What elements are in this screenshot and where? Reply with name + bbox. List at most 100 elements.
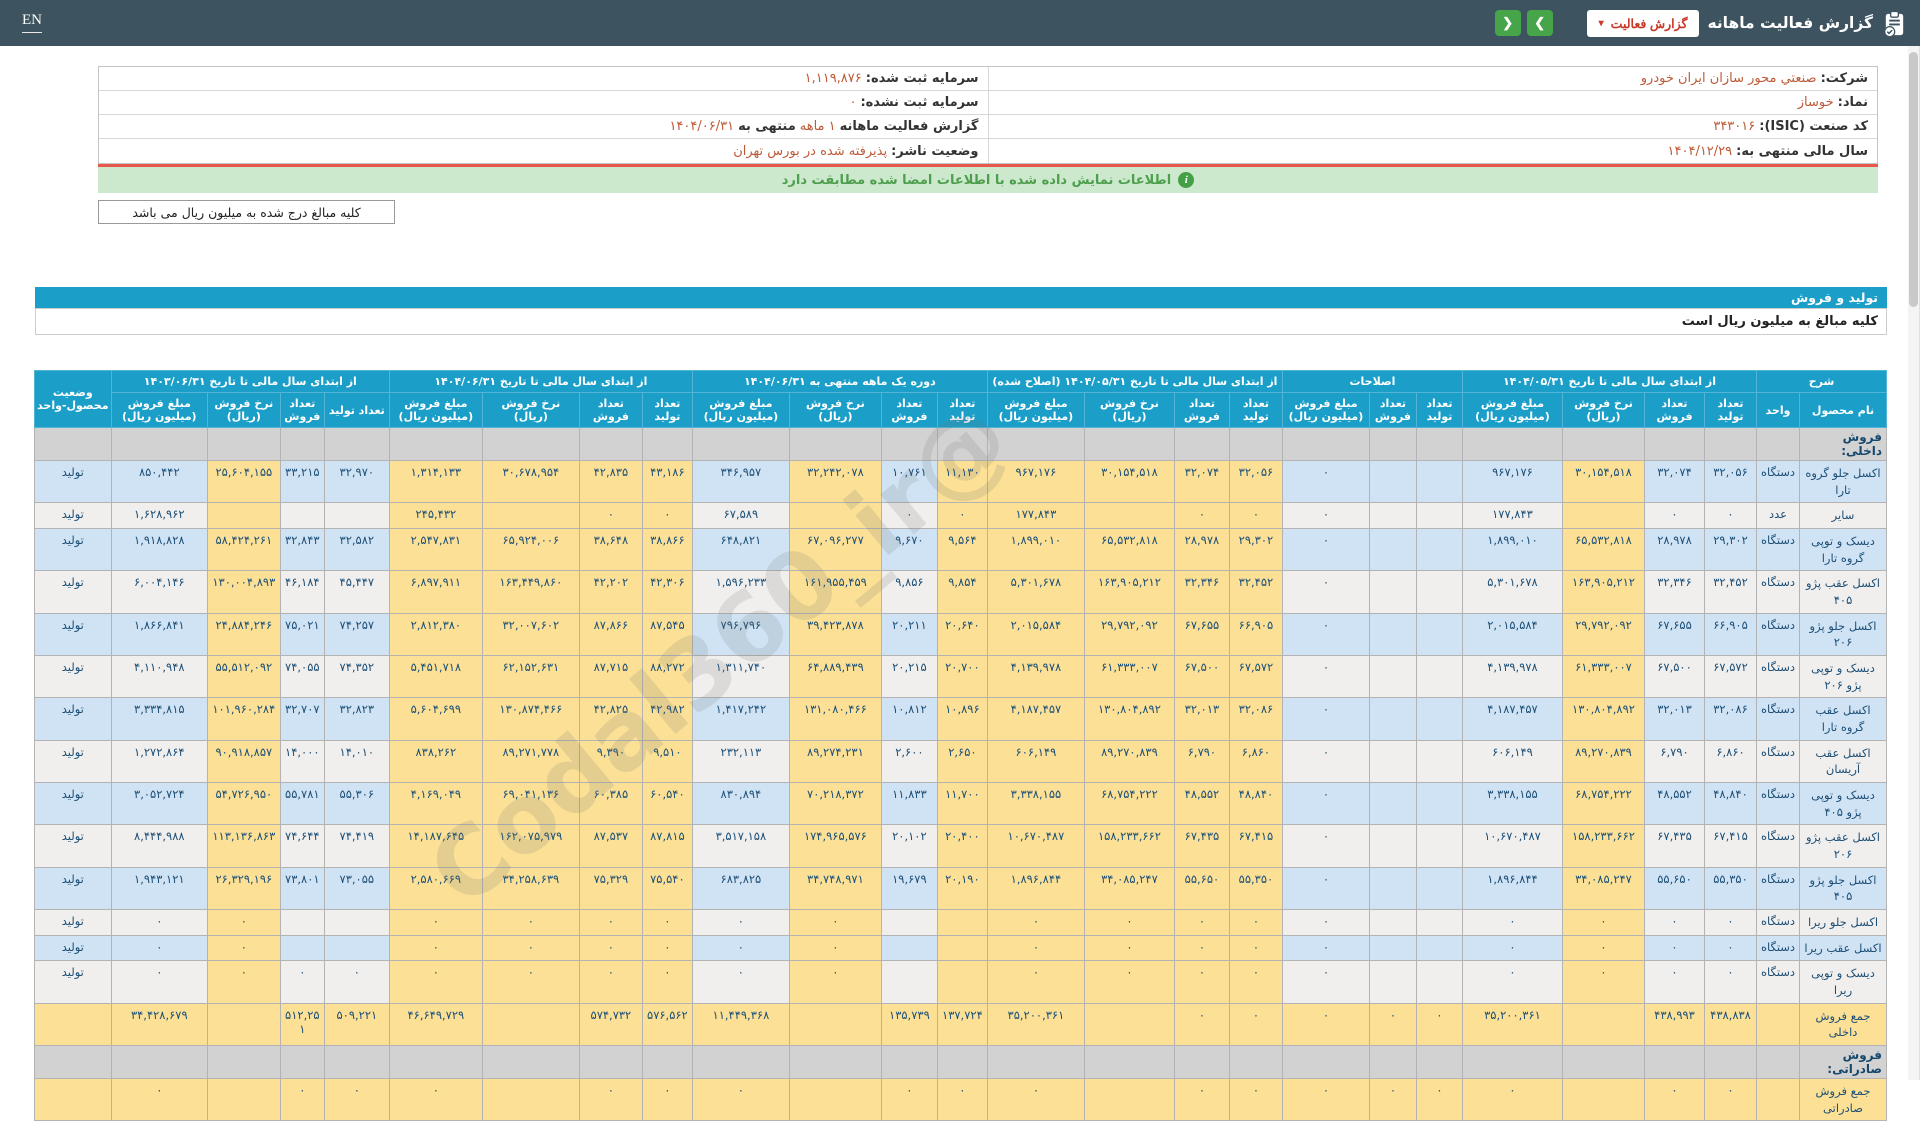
value-cell: ۶۸۳,۸۲۵ [692,867,789,909]
unit-cell: دستگاه [1757,783,1800,825]
value-cell: ۰ [280,961,324,1003]
value-cell: ۰ [579,1079,642,1121]
value-cell: ۰ [1462,1079,1562,1121]
next-report-button[interactable]: ❯ [1527,10,1553,36]
value-cell: ۱,۸۹۹,۰۱۰ [987,529,1084,571]
report-type-dropdown[interactable]: گزارش فعالیت ▾ [1587,10,1700,37]
value-cell: ۰ [987,1079,1084,1121]
value-cell [207,1079,280,1121]
value-cell: ۰ [111,935,207,961]
amounts-unit-note-row: کلیه مبالغ به میلیون ریال است [35,308,1887,335]
section-label-cell: فروش صادراتی: [1800,1046,1887,1079]
value-cell: ۳۲,۸۴۳ [280,529,324,571]
value-cell: ۴۸,۸۴۰ [1229,783,1282,825]
value-cell: ۱,۸۶۶,۸۴۱ [111,613,207,655]
value-cell: ۰ [1282,783,1369,825]
status-cell: تولید [34,825,111,867]
column-header: تعداد فروش [1174,393,1229,428]
value-cell [1369,935,1416,961]
value-cell [207,503,280,529]
value-cell: ۰ [1369,1003,1416,1045]
value-cell: ۳,۵۱۷,۱۵۸ [692,825,789,867]
column-header: نام محصول [1800,393,1887,428]
value-cell: ۰ [642,1079,692,1121]
value-cell: ۱۶۱,۹۵۵,۴۵۹ [789,571,881,613]
column-header: تعداد تولید [324,393,389,428]
value-cell: ۰ [1645,961,1705,1003]
product-name-cell: اکسل عقب گروه تارا [1800,698,1887,740]
value-cell [324,503,389,529]
info-value: ۱۴۰۴/۰۶/۳۱ [669,119,734,134]
product-name-cell: دیسک و توپی گروه تارا [1800,529,1887,571]
value-cell: ۷۳,۸۰۱ [280,867,324,909]
value-cell: ۶۰,۳۸۵ [579,783,642,825]
value-cell: ۲۰,۱۹۰ [937,867,987,909]
value-cell: ۶۷,۵۷۲ [1705,656,1757,698]
scrollbar-thumb[interactable] [1909,52,1918,307]
status-cell: تولید [34,656,111,698]
previous-report-button[interactable]: ❮ [1495,10,1521,36]
value-cell: ۰ [1174,1003,1229,1045]
value-cell [1416,935,1462,961]
value-cell: ۲۰,۲۱۵ [881,656,937,698]
value-cell: ۰ [1563,961,1645,1003]
status-column-header: وضعیت محصول-واحد [34,371,111,428]
value-cell: ۵,۴۵۱,۷۱۸ [389,656,482,698]
value-cell: ۲,۶۰۰ [881,740,937,782]
value-cell: ۳۴,۴۲۸,۶۷۹ [111,1003,207,1045]
section-empty-cell [34,428,111,461]
value-cell: ۰ [111,910,207,936]
value-cell: ۳۲,۹۷۰ [324,461,389,503]
value-cell: ۰ [692,935,789,961]
value-cell [280,910,324,936]
product-name-cell: اکسل عقب پژو ۴۰۵ [1800,571,1887,613]
value-cell: ۳۲,۰۱۳ [1645,698,1705,740]
value-cell: ۸۷,۸۶۶ [579,613,642,655]
value-cell: ۶,۷۹۰ [1174,740,1229,782]
value-cell: ۰ [1282,961,1369,1003]
scrollbar-track[interactable] [1908,46,1920,1080]
value-cell: ۱,۸۹۹,۰۱۰ [1462,529,1562,571]
value-cell: ۶,۷۹۰ [1645,740,1705,782]
value-cell: ۶,۸۶۰ [1705,740,1757,782]
value-cell: ۲۴۵,۴۳۲ [389,503,482,529]
company-info-table: شرکت: صنعتي محور سازان ايران خودرو سرمایه … [98,66,1878,164]
clipboard-report-icon [1881,10,1908,37]
value-cell: ۳۲,۸۲۳ [324,698,389,740]
value-cell: ۱۶۳,۹۰۵,۲۱۲ [1084,571,1174,613]
section-empty-cell [207,428,280,461]
value-cell [1369,503,1416,529]
status-cell [34,1003,111,1045]
info-value: صنعتي محور سازان ايران خودرو [1641,71,1817,86]
language-switch-link[interactable]: EN [22,12,42,33]
section-empty-cell [881,1046,937,1079]
value-cell: ۶۷,۵۰۰ [1174,656,1229,698]
info-cell-left: وضعیت ناشر:پذیرفته شده در بورس تهران [99,139,989,163]
info-value: ۱۴۰۴/۱۲/۲۹ [1668,144,1733,159]
value-cell: ۳۳,۲۱۵ [280,461,324,503]
value-cell [1416,910,1462,936]
section-empty-cell [280,428,324,461]
value-cell: ۹۶۷,۱۷۶ [987,461,1084,503]
value-cell: ۱۳۰,۰۰۴,۸۹۳ [207,571,280,613]
value-cell: ۵,۳۰۱,۶۷۸ [987,571,1084,613]
signature-notice-text: اطلاعات نمایش داده شده با اطلاعات امضا ش… [782,173,1172,188]
top-navigation-bar: EN گزارش فعالیت ماهانه گزارش فعالیت ▾ ❯ … [0,0,1920,46]
value-cell: ۰ [881,1079,937,1121]
section-empty-cell [34,1046,111,1079]
value-cell: ۰ [1174,503,1229,529]
section-empty-cell [789,428,881,461]
value-cell: ۶۷,۵۸۹ [692,503,789,529]
info-label: سرمایه ثبت شده: [866,71,979,86]
value-cell [937,910,987,936]
value-cell: ۲,۵۸۰,۶۶۹ [389,867,482,909]
value-cell [482,503,579,529]
info-label: شرکت: [1821,71,1868,86]
